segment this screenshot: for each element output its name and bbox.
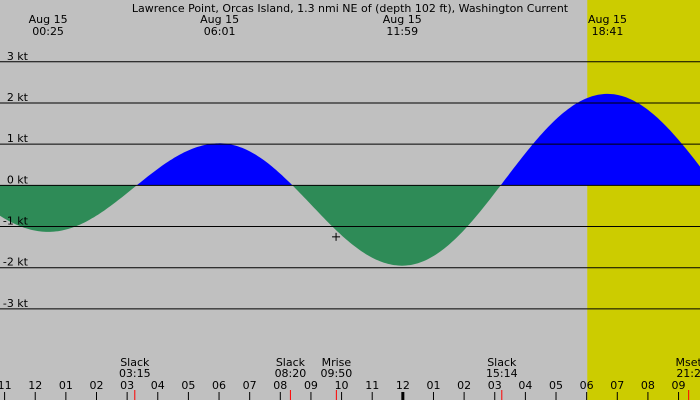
event-time: 08:20 (275, 367, 307, 380)
event-label: Slack (120, 356, 150, 369)
hour-tick-label: 10 (335, 379, 349, 392)
hour-tick-label: 06 (580, 379, 594, 392)
hour-tick-label: 02 (457, 379, 471, 392)
event-label: Mset (676, 356, 700, 369)
flood-area (136, 143, 293, 186)
event-label: Slack (276, 356, 306, 369)
y-tick-label: -2 kt (3, 256, 29, 269)
hour-tick-label: 09 (672, 379, 686, 392)
hour-tick-label: 09 (304, 379, 318, 392)
flood-area (500, 93, 700, 186)
extreme-time-label: 00:25 (32, 25, 64, 38)
event-time: 21:2 (676, 367, 700, 380)
ebb-area (0, 185, 137, 232)
hour-tick-label: 04 (518, 379, 532, 392)
hour-tick-label: 04 (151, 379, 165, 392)
event-label: Mrise (322, 356, 352, 369)
extreme-time-label: 18:41 (592, 25, 624, 38)
hour-tick-label: 05 (181, 379, 195, 392)
hour-tick-label: 06 (212, 379, 226, 392)
hour-tick-label: 12 (396, 379, 410, 392)
hour-tick-label: 11 (0, 379, 12, 392)
hour-tick-label: 01 (59, 379, 73, 392)
extreme-date-label: Aug 15 (383, 13, 422, 26)
y-tick-label: -3 kt (3, 297, 29, 310)
event-time: 03:15 (119, 367, 151, 380)
event-time: 15:14 (486, 367, 518, 380)
extreme-time-label: 11:59 (386, 25, 418, 38)
extreme-date-label: Aug 15 (200, 13, 239, 26)
hour-tick-label: 03 (120, 379, 134, 392)
hour-tick-label: 11 (365, 379, 379, 392)
daylight-band (587, 0, 700, 400)
hour-tick-label: 01 (426, 379, 440, 392)
extreme-time-label: 06:01 (204, 25, 236, 38)
hour-tick-label: 07 (243, 379, 257, 392)
ebb-area (292, 185, 501, 266)
event-label: Slack (487, 356, 517, 369)
hour-tick-label: 12 (28, 379, 42, 392)
y-tick-label: 2 kt (7, 91, 29, 104)
y-tick-label: 1 kt (7, 132, 29, 145)
hour-tick-label: 03 (488, 379, 502, 392)
event-time: 09:50 (321, 367, 353, 380)
hour-tick-label: 08 (273, 379, 287, 392)
extreme-date-label: Aug 15 (29, 13, 68, 26)
y-tick-label: 3 kt (7, 50, 29, 63)
hour-tick-label: 02 (89, 379, 103, 392)
y-tick-label: -1 kt (3, 215, 29, 228)
hour-tick-label: 07 (610, 379, 624, 392)
hour-tick-label: 08 (641, 379, 655, 392)
chart-title: Lawrence Point, Orcas Island, 1.3 nmi NE… (132, 2, 569, 15)
y-tick-label: 0 kt (7, 173, 29, 186)
extreme-date-label: Aug 15 (588, 13, 627, 26)
hour-tick-label: 05 (549, 379, 563, 392)
